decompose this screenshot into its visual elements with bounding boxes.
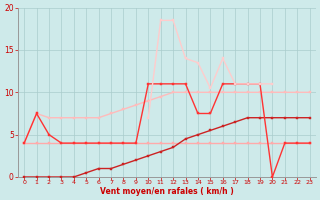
X-axis label: Vent moyen/en rafales ( km/h ): Vent moyen/en rafales ( km/h )	[100, 187, 234, 196]
